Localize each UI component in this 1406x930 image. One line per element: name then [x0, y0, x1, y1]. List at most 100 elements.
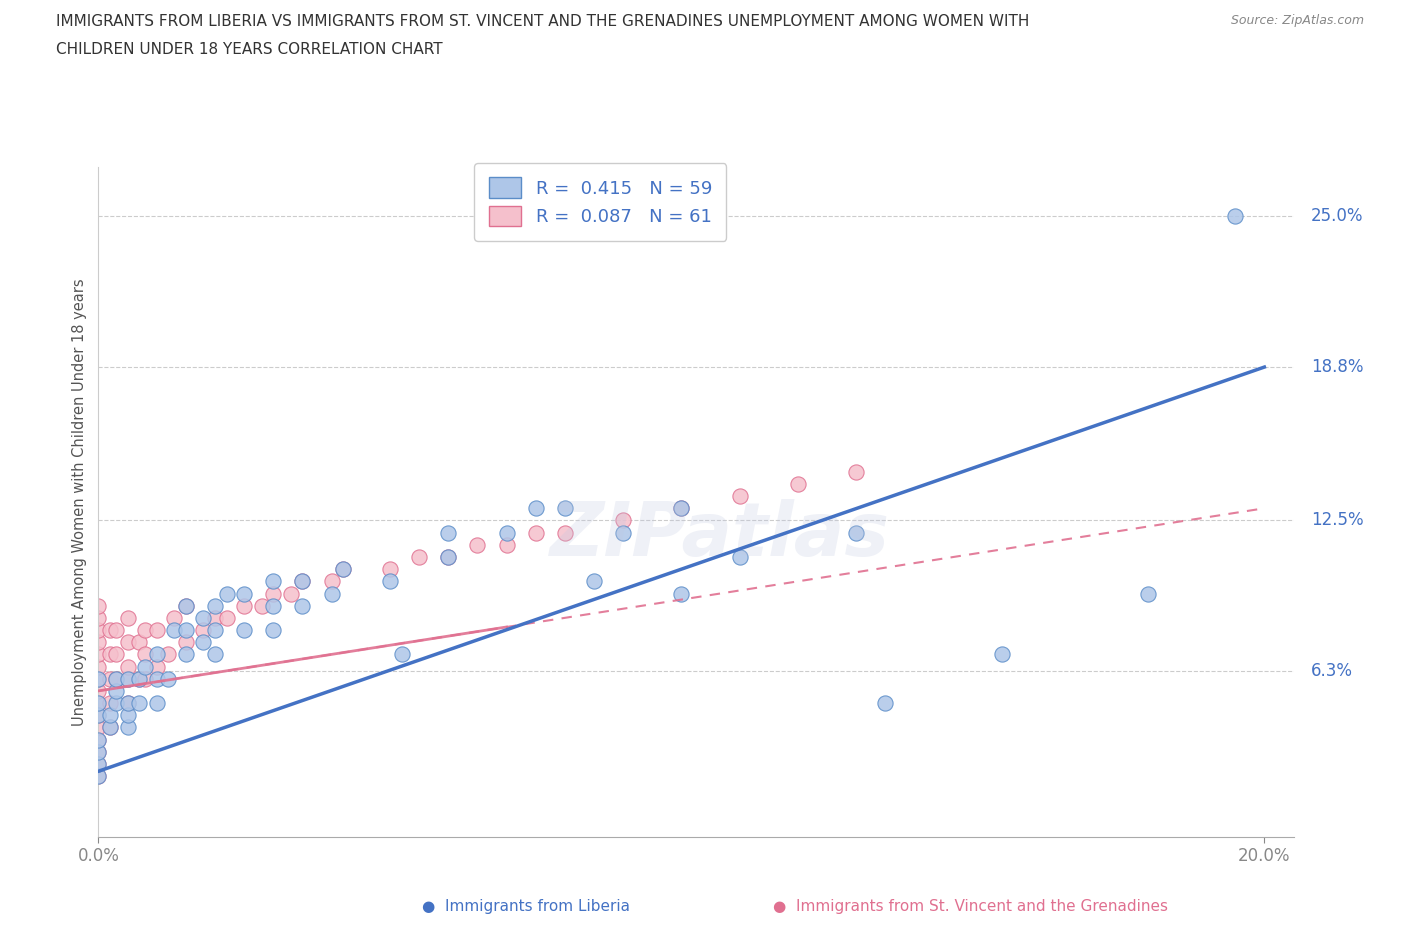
Point	[174, 647, 197, 662]
Point	[87, 744, 110, 759]
Text: 12.5%: 12.5%	[1310, 512, 1364, 529]
Point	[87, 635, 110, 650]
Point	[87, 610, 110, 625]
Point	[280, 586, 302, 601]
Point	[1136, 586, 1159, 601]
Point	[193, 622, 215, 637]
Point	[104, 696, 127, 711]
Point	[332, 562, 354, 577]
Point	[87, 744, 110, 759]
Point	[524, 525, 547, 540]
Point	[204, 647, 226, 662]
Point	[117, 696, 139, 711]
Point	[87, 622, 110, 637]
Point	[98, 720, 121, 735]
Point	[262, 574, 284, 589]
Point	[117, 635, 139, 650]
Point	[437, 550, 460, 565]
Text: 18.8%: 18.8%	[1310, 358, 1364, 376]
Point	[495, 538, 517, 552]
Point	[215, 586, 238, 601]
Text: 6.3%: 6.3%	[1310, 662, 1353, 681]
Point	[87, 598, 110, 613]
Point	[671, 501, 693, 516]
Point	[193, 635, 215, 650]
Point	[87, 769, 110, 784]
Point	[215, 610, 238, 625]
Point	[87, 696, 110, 711]
Point	[845, 525, 868, 540]
Point	[145, 647, 167, 662]
Point	[554, 501, 576, 516]
Point	[262, 586, 284, 601]
Point	[117, 696, 139, 711]
Point	[104, 622, 127, 637]
Text: CHILDREN UNDER 18 YEARS CORRELATION CHART: CHILDREN UNDER 18 YEARS CORRELATION CHAR…	[56, 42, 443, 57]
Point	[117, 671, 139, 686]
Point	[728, 488, 751, 503]
Point	[612, 525, 634, 540]
Point	[104, 671, 127, 686]
Point	[437, 550, 460, 565]
Text: ●  Immigrants from St. Vincent and the Grenadines: ● Immigrants from St. Vincent and the Gr…	[773, 899, 1168, 914]
Text: 25.0%: 25.0%	[1310, 207, 1364, 225]
Point	[87, 671, 110, 686]
Point	[128, 696, 150, 711]
Point	[87, 671, 110, 686]
Point	[174, 598, 197, 613]
Text: Source: ZipAtlas.com: Source: ZipAtlas.com	[1230, 14, 1364, 27]
Point	[233, 598, 256, 613]
Point	[128, 635, 150, 650]
Point	[128, 671, 150, 686]
Point	[134, 647, 156, 662]
Point	[117, 671, 139, 686]
Y-axis label: Unemployment Among Women with Children Under 18 years: Unemployment Among Women with Children U…	[72, 278, 87, 726]
Point	[875, 696, 897, 711]
Point	[174, 622, 197, 637]
Point	[104, 684, 127, 698]
Point	[582, 574, 605, 589]
Point	[157, 647, 180, 662]
Point	[991, 647, 1014, 662]
Point	[321, 574, 343, 589]
Point	[437, 525, 460, 540]
Point	[87, 756, 110, 771]
Point	[174, 635, 197, 650]
Point	[262, 622, 284, 637]
Point	[233, 622, 256, 637]
Point	[250, 598, 273, 613]
Point	[332, 562, 354, 577]
Point	[193, 610, 215, 625]
Point	[98, 696, 121, 711]
Point	[321, 586, 343, 601]
Point	[612, 513, 634, 528]
Text: IMMIGRANTS FROM LIBERIA VS IMMIGRANTS FROM ST. VINCENT AND THE GRENADINES UNEMPL: IMMIGRANTS FROM LIBERIA VS IMMIGRANTS FR…	[56, 14, 1029, 29]
Point	[554, 525, 576, 540]
Point	[291, 574, 314, 589]
Point	[157, 671, 180, 686]
Point	[174, 598, 197, 613]
Point	[671, 586, 693, 601]
Point	[87, 720, 110, 735]
Point	[117, 720, 139, 735]
Point	[163, 622, 186, 637]
Point	[87, 708, 110, 723]
Point	[98, 647, 121, 662]
Point	[524, 501, 547, 516]
Point	[787, 476, 810, 491]
Point	[87, 756, 110, 771]
Point	[145, 659, 167, 674]
Point	[204, 610, 226, 625]
Point	[204, 598, 226, 613]
Point	[233, 586, 256, 601]
Point	[128, 671, 150, 686]
Point	[467, 538, 489, 552]
Point	[117, 659, 139, 674]
Point	[104, 671, 127, 686]
Point	[495, 525, 517, 540]
Point	[98, 622, 121, 637]
Point	[378, 562, 401, 577]
Point	[728, 550, 751, 565]
Legend: R =  0.415   N = 59, R =  0.087   N = 61: R = 0.415 N = 59, R = 0.087 N = 61	[474, 163, 727, 241]
Point	[845, 464, 868, 479]
